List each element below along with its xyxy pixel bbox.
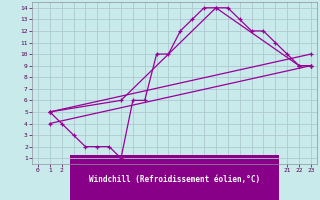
X-axis label: Windchill (Refroidissement éolien,°C): Windchill (Refroidissement éolien,°C) <box>89 175 260 184</box>
